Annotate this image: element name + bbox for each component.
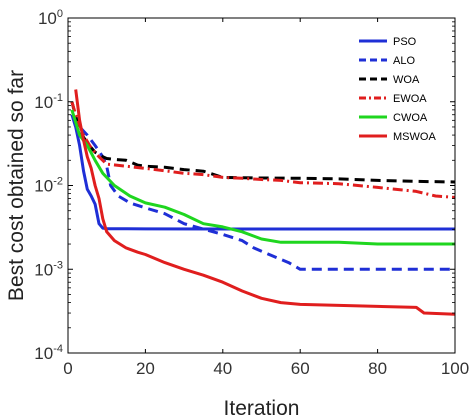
y-tick-label: 10-1 — [34, 92, 63, 112]
legend-label-alo: ALO — [393, 55, 415, 67]
legend-label-ewoa: EWOA — [393, 93, 427, 105]
series-line-mswoa — [74, 89, 456, 316]
x-axis-title: Iteration — [224, 397, 300, 420]
axis-ticks-group — [67, 17, 456, 354]
x-tick-label: 60 — [291, 359, 310, 378]
series-line-woa — [70, 101, 456, 184]
x-tick-label: 20 — [136, 359, 155, 378]
x-tick-label: 0 — [63, 359, 72, 378]
tick-labels-group: 0 20 40 60 80 100 10-4 10-3 10-2 10-1 100 — [34, 8, 469, 378]
series-line-ewoa — [70, 101, 456, 199]
x-tick-label: 80 — [368, 359, 387, 378]
legend-box — [357, 27, 447, 143]
y-axis-title: Best cost obtained so far — [5, 70, 28, 301]
legend: PSO ALO WOA EWOA CWOA MSWOA — [357, 27, 447, 143]
legend-label-cwoa: CWOA — [393, 112, 428, 124]
series-lines-group — [70, 89, 456, 316]
x-tick-label: 100 — [441, 359, 469, 378]
y-tick-label: 10-2 — [34, 176, 63, 196]
legend-label-mswoa: MSWOA — [393, 131, 436, 143]
legend-label-pso: PSO — [393, 36, 417, 48]
y-tick-label: 10-4 — [34, 343, 63, 363]
y-tick-label: 100 — [38, 8, 63, 28]
series-line-alo — [70, 113, 455, 271]
y-tick-label: 10-3 — [34, 259, 63, 279]
series-line-pso — [70, 114, 455, 231]
series-line-cwoa — [70, 109, 455, 246]
x-tick-label: 40 — [213, 359, 232, 378]
legend-label-woa: WOA — [393, 74, 420, 86]
